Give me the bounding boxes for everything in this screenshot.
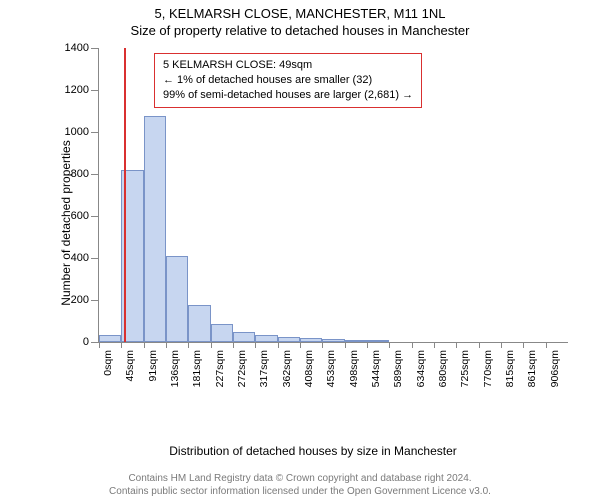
x-tick — [278, 342, 279, 348]
x-tick-label: 544sqm — [370, 350, 382, 387]
x-tick-label: 272sqm — [236, 350, 248, 387]
x-tick-label: 589sqm — [392, 350, 404, 387]
chart-title-subtitle: Size of property relative to detached ho… — [0, 23, 600, 38]
x-tick-label: 815sqm — [504, 350, 516, 387]
x-tick — [501, 342, 502, 348]
x-tick — [367, 342, 368, 348]
x-tick-label: 680sqm — [437, 350, 449, 387]
x-tick — [389, 342, 390, 348]
x-tick-label: 634sqm — [415, 350, 427, 387]
y-tick — [91, 216, 99, 217]
x-tick — [456, 342, 457, 348]
y-tick-label: 1000 — [65, 126, 89, 138]
y-tick-label: 1400 — [65, 42, 89, 54]
histogram-bar — [144, 116, 166, 342]
x-tick-label: 0sqm — [102, 350, 114, 376]
y-tick — [91, 48, 99, 49]
x-tick-label: 906sqm — [549, 350, 561, 387]
histogram-bar — [255, 335, 277, 342]
y-tick-label: 200 — [71, 294, 89, 306]
x-tick — [144, 342, 145, 348]
y-tick — [91, 300, 99, 301]
x-tick-label: 181sqm — [191, 350, 203, 387]
x-tick-label: 91sqm — [147, 350, 159, 382]
x-tick-label: 362sqm — [281, 350, 293, 387]
chart-container: Number of detached properties 5 KELMARSH… — [58, 48, 568, 398]
histogram-bar — [300, 338, 322, 342]
x-tick-label: 861sqm — [526, 350, 538, 387]
x-tick-label: 45sqm — [124, 350, 136, 382]
x-tick-label: 136sqm — [169, 350, 181, 387]
x-tick — [412, 342, 413, 348]
x-tick-label: 498sqm — [348, 350, 360, 387]
x-tick — [188, 342, 189, 348]
x-tick-label: 453sqm — [325, 350, 337, 387]
histogram-bar — [99, 335, 121, 342]
histogram-bar — [166, 256, 188, 342]
histogram-bar — [188, 305, 210, 342]
y-tick-label: 400 — [71, 252, 89, 264]
footer-line2: Contains public sector information licen… — [0, 485, 600, 498]
x-tick — [523, 342, 524, 348]
x-tick — [322, 342, 323, 348]
y-tick-label: 0 — [83, 336, 89, 348]
x-tick — [121, 342, 122, 348]
y-axis-label: Number of detached properties — [59, 140, 73, 305]
histogram-bar — [278, 337, 300, 342]
footer-line1: Contains HM Land Registry data © Crown c… — [0, 472, 600, 485]
x-tick — [166, 342, 167, 348]
y-tick — [91, 174, 99, 175]
x-tick — [434, 342, 435, 348]
x-axis-label: Distribution of detached houses by size … — [58, 444, 568, 458]
x-tick — [255, 342, 256, 348]
x-tick — [300, 342, 301, 348]
y-tick-label: 600 — [71, 210, 89, 222]
x-tick — [233, 342, 234, 348]
histogram-bar — [367, 340, 389, 342]
x-tick — [546, 342, 547, 348]
histogram-bar — [233, 332, 255, 343]
histogram-bar — [211, 324, 233, 342]
plot-area: 5 KELMARSH CLOSE: 49sqm ← 1% of detached… — [98, 48, 568, 343]
histogram-bar — [345, 340, 367, 342]
y-tick — [91, 342, 99, 343]
x-tick-label: 725sqm — [459, 350, 471, 387]
y-tick-label: 1200 — [65, 84, 89, 96]
chart-title-address: 5, KELMARSH CLOSE, MANCHESTER, M11 1NL — [0, 6, 600, 21]
x-tick — [479, 342, 480, 348]
y-tick — [91, 258, 99, 259]
annotation-box: 5 KELMARSH CLOSE: 49sqm ← 1% of detached… — [154, 53, 422, 108]
x-tick-label: 770sqm — [482, 350, 494, 387]
histogram-bar — [322, 339, 344, 342]
x-tick — [99, 342, 100, 348]
y-tick-label: 800 — [71, 168, 89, 180]
marker-line — [124, 48, 126, 342]
chart-title-block: 5, KELMARSH CLOSE, MANCHESTER, M11 1NL S… — [0, 0, 600, 38]
x-tick-label: 317sqm — [258, 350, 270, 387]
annotation-line2: ← 1% of detached houses are smaller (32) — [163, 73, 413, 88]
x-tick-label: 227sqm — [214, 350, 226, 387]
annotation-line1: 5 KELMARSH CLOSE: 49sqm — [163, 58, 413, 73]
annotation-line3: 99% of semi-detached houses are larger (… — [163, 88, 413, 103]
x-tick — [345, 342, 346, 348]
y-tick — [91, 90, 99, 91]
footer-attribution: Contains HM Land Registry data © Crown c… — [0, 472, 600, 498]
x-tick-label: 408sqm — [303, 350, 315, 387]
y-tick — [91, 132, 99, 133]
x-tick — [211, 342, 212, 348]
